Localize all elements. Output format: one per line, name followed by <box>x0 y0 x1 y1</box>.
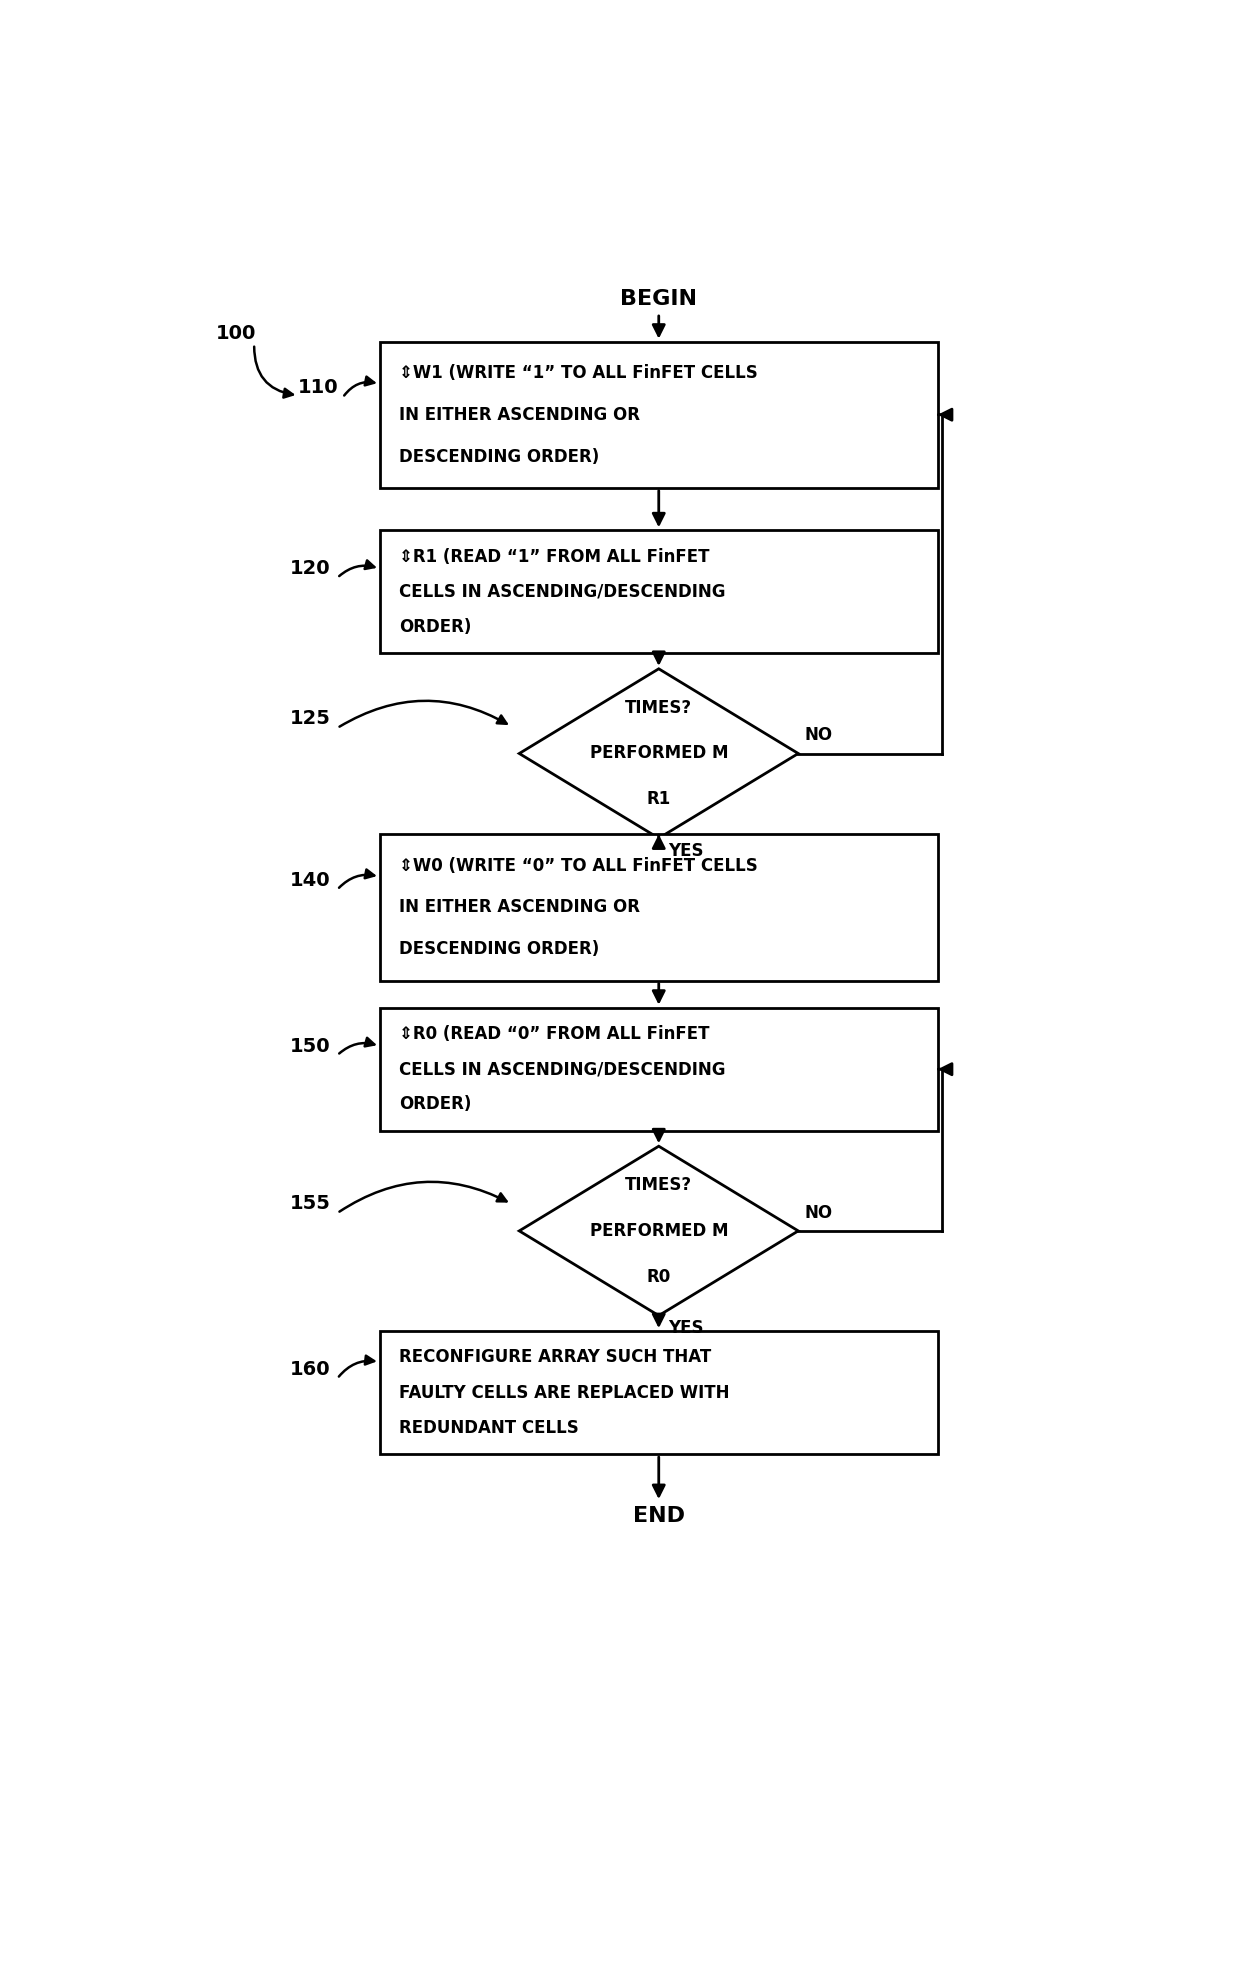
Text: TIMES?: TIMES? <box>625 1176 692 1194</box>
Text: YES: YES <box>668 842 703 859</box>
Text: PERFORMED M: PERFORMED M <box>589 1222 728 1239</box>
Text: FAULTY CELLS ARE REPLACED WITH: FAULTY CELLS ARE REPLACED WITH <box>399 1384 729 1402</box>
Text: 120: 120 <box>290 558 330 578</box>
Text: DESCENDING ORDER): DESCENDING ORDER) <box>399 940 599 958</box>
Bar <box>379 1008 937 1131</box>
Text: DESCENDING ORDER): DESCENDING ORDER) <box>399 447 599 465</box>
Text: 100: 100 <box>216 325 257 343</box>
Text: TIMES?: TIMES? <box>625 699 692 717</box>
Text: 140: 140 <box>290 871 330 891</box>
Text: BEGIN: BEGIN <box>620 289 697 309</box>
Bar <box>379 834 937 980</box>
Text: ORDER): ORDER) <box>399 618 471 636</box>
Text: RECONFIGURE ARRAY SUCH THAT: RECONFIGURE ARRAY SUCH THAT <box>399 1348 712 1366</box>
Text: R1: R1 <box>646 790 671 808</box>
Text: 150: 150 <box>290 1038 330 1055</box>
Text: PERFORMED M: PERFORMED M <box>589 744 728 762</box>
Text: ORDER): ORDER) <box>399 1095 471 1113</box>
Text: IN EITHER ASCENDING OR: IN EITHER ASCENDING OR <box>399 406 640 424</box>
Text: YES: YES <box>668 1319 703 1336</box>
Text: END: END <box>632 1507 684 1527</box>
Text: ⇕R0 (READ “0” FROM ALL FinFET: ⇕R0 (READ “0” FROM ALL FinFET <box>399 1026 709 1043</box>
Text: 125: 125 <box>290 709 330 729</box>
Text: CELLS IN ASCENDING/DESCENDING: CELLS IN ASCENDING/DESCENDING <box>399 582 725 600</box>
Bar <box>379 531 937 653</box>
Text: CELLS IN ASCENDING/DESCENDING: CELLS IN ASCENDING/DESCENDING <box>399 1059 725 1079</box>
Text: 160: 160 <box>290 1360 330 1378</box>
Bar <box>379 341 937 487</box>
Text: R0: R0 <box>646 1267 671 1285</box>
Text: ⇕W1 (WRITE “1” TO ALL FinFET CELLS: ⇕W1 (WRITE “1” TO ALL FinFET CELLS <box>399 364 758 382</box>
Bar <box>379 1331 937 1453</box>
Text: NO: NO <box>805 1204 832 1222</box>
Text: ⇕R1 (READ “1” FROM ALL FinFET: ⇕R1 (READ “1” FROM ALL FinFET <box>399 548 709 566</box>
Polygon shape <box>520 669 799 838</box>
Text: NO: NO <box>805 727 832 744</box>
Text: 155: 155 <box>290 1194 330 1214</box>
Text: ⇕W0 (WRITE “0” TO ALL FinFET CELLS: ⇕W0 (WRITE “0” TO ALL FinFET CELLS <box>399 857 758 875</box>
Polygon shape <box>520 1146 799 1315</box>
Text: REDUNDANT CELLS: REDUNDANT CELLS <box>399 1420 579 1437</box>
Text: 110: 110 <box>298 378 339 398</box>
Text: IN EITHER ASCENDING OR: IN EITHER ASCENDING OR <box>399 899 640 917</box>
